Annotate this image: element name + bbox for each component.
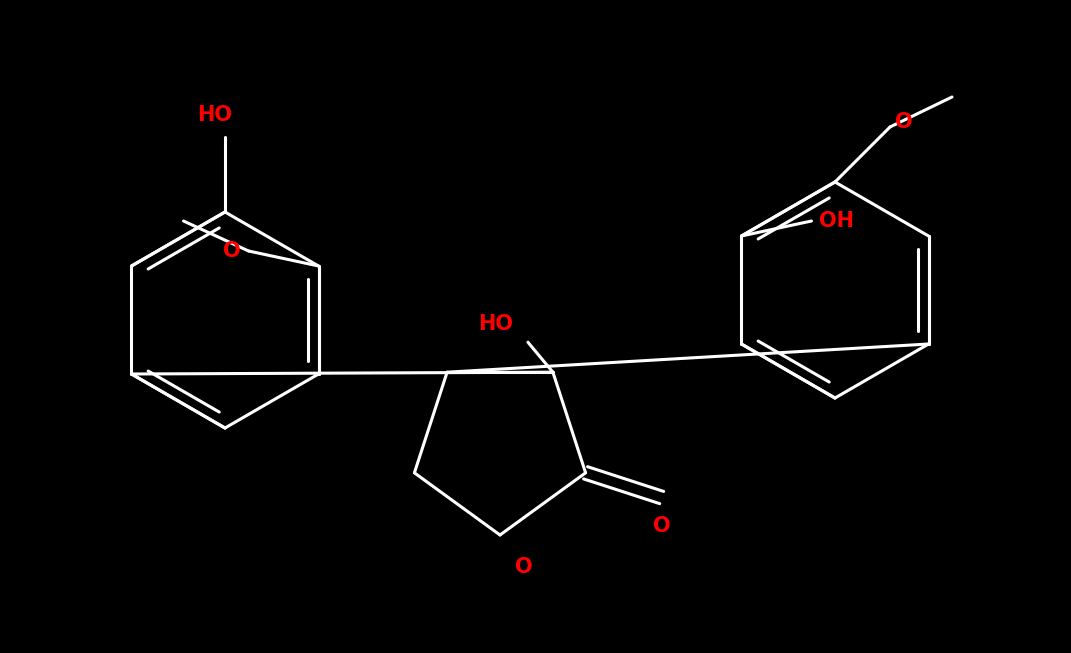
Text: O: O xyxy=(895,112,912,132)
Text: OH: OH xyxy=(819,211,855,231)
Text: O: O xyxy=(223,241,241,261)
Text: HO: HO xyxy=(197,105,232,125)
Text: O: O xyxy=(653,515,670,535)
Text: HO: HO xyxy=(478,314,513,334)
Text: O: O xyxy=(515,557,532,577)
